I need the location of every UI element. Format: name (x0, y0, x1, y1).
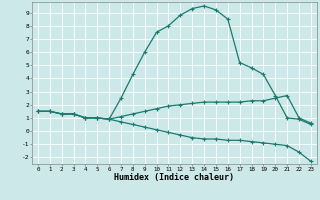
X-axis label: Humidex (Indice chaleur): Humidex (Indice chaleur) (115, 173, 234, 182)
